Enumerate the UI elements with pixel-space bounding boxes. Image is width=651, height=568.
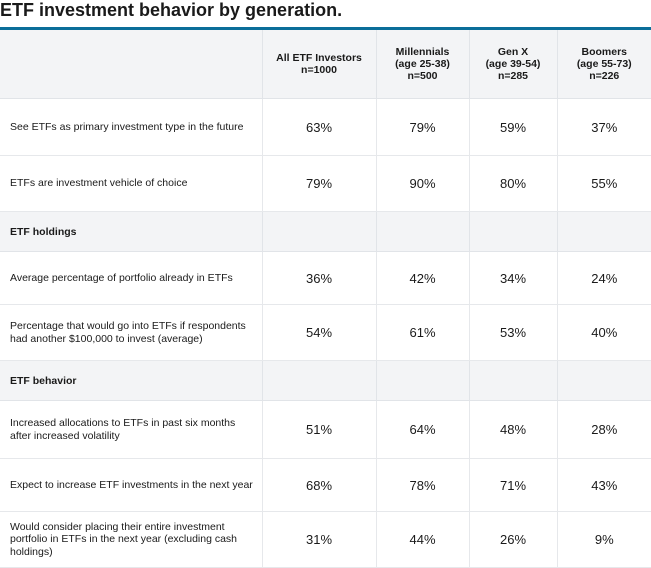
row-value: 61% — [375, 304, 469, 361]
row-value: 79% — [375, 98, 469, 156]
section-fill — [375, 211, 469, 252]
column-header-line: n=500 — [407, 70, 438, 82]
row-value: 78% — [375, 458, 469, 512]
column-header-line: (age 39-54) — [485, 58, 541, 70]
table-row: ETFs are investment vehicle of choice 79… — [0, 155, 651, 212]
table-row: Would consider placing their entire inve… — [0, 511, 651, 568]
header-blank-cell — [0, 30, 262, 99]
row-value: 37% — [556, 98, 651, 156]
table-row: Percentage that would go into ETFs if re… — [0, 304, 651, 361]
column-header-line: Gen X — [497, 46, 529, 58]
row-value: 54% — [261, 304, 376, 361]
row-label: See ETFs as primary investment type in t… — [0, 98, 262, 156]
section-fill — [261, 211, 376, 252]
row-value: 80% — [468, 155, 557, 212]
column-header-gen-x: Gen X (age 39-54) n=285 — [468, 30, 557, 99]
etf-behavior-table: All ETF Investors n=1000 Millennials (ag… — [0, 30, 651, 568]
section-fill — [375, 360, 469, 401]
row-value: 36% — [261, 251, 376, 305]
section-fill — [468, 211, 557, 252]
row-value: 28% — [556, 400, 651, 459]
row-value: 48% — [468, 400, 557, 459]
section-fill — [556, 211, 651, 252]
table-row: Increased allocations to ETFs in past si… — [0, 400, 651, 459]
section-fill — [261, 360, 376, 401]
row-value: 24% — [556, 251, 651, 305]
page-title: ETF investment behavior by generation. — [0, 0, 343, 20]
row-label: Percentage that would go into ETFs if re… — [0, 304, 262, 361]
row-value: 59% — [468, 98, 557, 156]
column-header-line: n=226 — [589, 70, 620, 82]
column-header-boomers: Boomers (age 55-73) n=226 — [556, 30, 651, 99]
column-header-line: All ETF Investors — [276, 52, 362, 64]
row-value: 42% — [375, 251, 469, 305]
row-value: 43% — [556, 458, 651, 512]
row-value: 90% — [375, 155, 469, 212]
table-header-row: All ETF Investors n=1000 Millennials (ag… — [0, 30, 651, 99]
table-row: See ETFs as primary investment type in t… — [0, 98, 651, 156]
column-header-millennials: Millennials (age 25-38) n=500 — [375, 30, 469, 99]
row-value: 31% — [261, 511, 376, 568]
section-header-row: ETF holdings — [0, 211, 651, 252]
row-label: Average percentage of portfolio already … — [0, 251, 262, 305]
section-header-row: ETF behavior — [0, 360, 651, 401]
section-title: ETF holdings — [0, 211, 262, 252]
row-value: 34% — [468, 251, 557, 305]
row-label: ETFs are investment vehicle of choice — [0, 155, 262, 212]
row-label: Expect to increase ETF investments in th… — [0, 458, 262, 512]
column-header-line: n=1000 — [301, 64, 337, 76]
row-value: 64% — [375, 400, 469, 459]
row-value: 40% — [556, 304, 651, 361]
section-fill — [556, 360, 651, 401]
row-value: 44% — [375, 511, 469, 568]
section-title: ETF behavior — [0, 360, 262, 401]
column-header-line: (age 25-38) — [395, 58, 450, 70]
row-value: 26% — [468, 511, 557, 568]
row-value: 71% — [468, 458, 557, 512]
column-header-line: (age 55-73) — [576, 58, 632, 70]
column-header-line: Boomers — [581, 46, 627, 58]
row-label: Would consider placing their entire inve… — [0, 511, 262, 568]
row-value: 68% — [261, 458, 376, 512]
table-row: Average percentage of portfolio already … — [0, 251, 651, 305]
row-value: 55% — [556, 155, 651, 212]
table-row: Expect to increase ETF investments in th… — [0, 458, 651, 512]
column-header-line: Millennials — [395, 46, 450, 58]
row-label: Increased allocations to ETFs in past si… — [0, 400, 262, 459]
row-value: 51% — [261, 400, 376, 459]
column-header-all-investors: All ETF Investors n=1000 — [261, 30, 376, 99]
section-fill — [468, 360, 557, 401]
title-divider — [0, 27, 651, 30]
column-header-line: n=285 — [497, 70, 529, 82]
row-value: 63% — [261, 98, 376, 156]
row-value: 79% — [261, 155, 376, 212]
row-value: 9% — [556, 511, 651, 568]
row-value: 53% — [468, 304, 557, 361]
